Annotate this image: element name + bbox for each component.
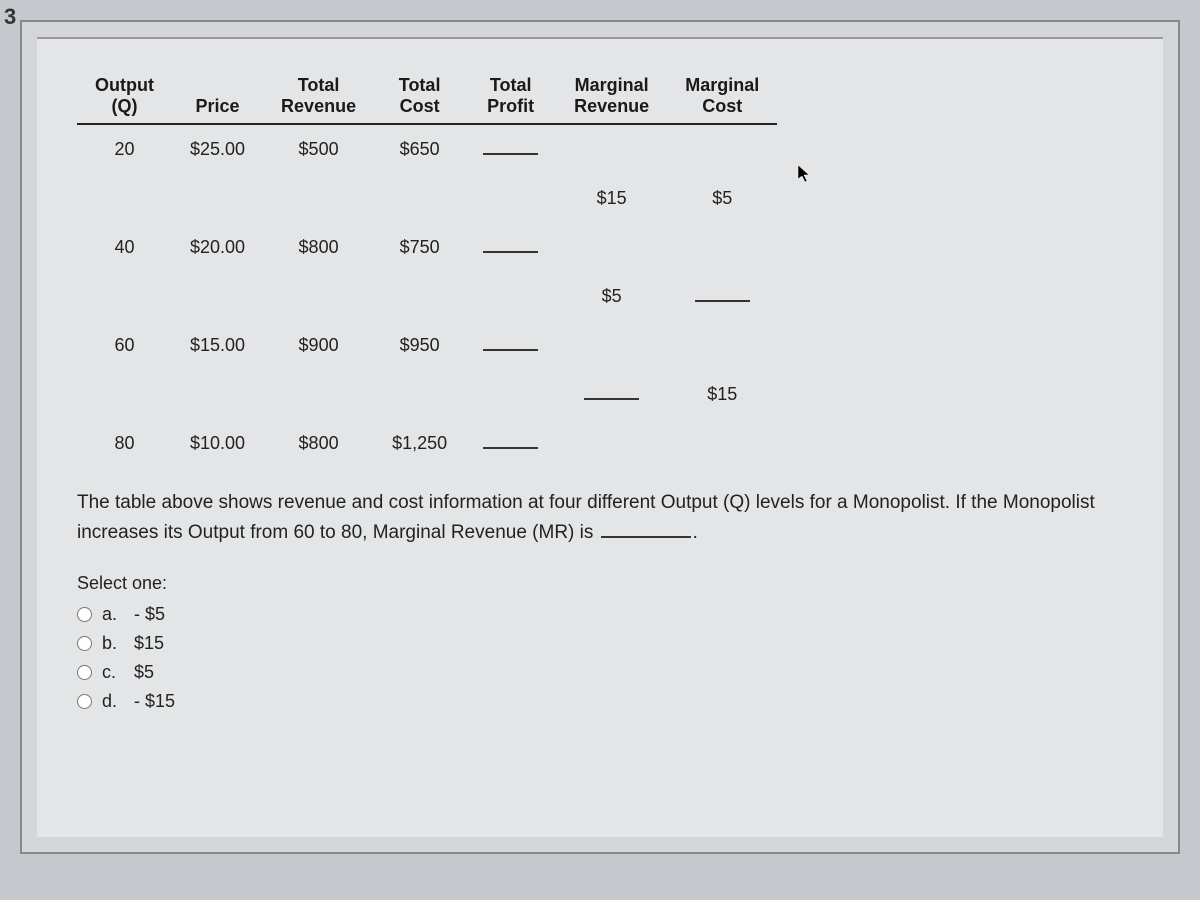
cell-tr: $800 (263, 223, 374, 272)
cell-price: $10.00 (172, 419, 263, 468)
select-one-label: Select one: (77, 573, 1123, 594)
cell-price: $20.00 (172, 223, 263, 272)
cell-q: 80 (77, 419, 172, 468)
table-row: 80 $10.00 $800 $1,250 (77, 419, 777, 468)
option-text: $15 (134, 633, 164, 654)
option-b[interactable]: b. $15 (77, 633, 1123, 654)
cell-price: $25.00 (172, 125, 263, 174)
option-d-radio[interactable] (77, 694, 92, 709)
outer-frame: 3 Output (Q) Price Total (20, 20, 1180, 854)
option-a-radio[interactable] (77, 607, 92, 622)
cell-tr: $900 (263, 321, 374, 370)
header-marginal-revenue: Marginal Revenue (556, 69, 667, 125)
table-marginal-row: $15 $5 (77, 174, 777, 223)
table-marginal-row: $15 (77, 370, 777, 419)
cell-tp-blank (465, 125, 556, 174)
option-letter: d. (102, 691, 124, 712)
header-total-profit: Total Profit (465, 69, 556, 125)
question-text: The table above shows revenue and cost i… (77, 488, 1123, 549)
economics-table: Output (Q) Price Total Revenue Total Cos… (77, 69, 777, 468)
option-b-radio[interactable] (77, 636, 92, 651)
cell-tp-blank (465, 321, 556, 370)
option-d[interactable]: d. - $15 (77, 691, 1123, 712)
question-block: Output (Q) Price Total Revenue Total Cos… (77, 69, 1123, 712)
cell-mc-blank (667, 272, 777, 321)
header-price: Price (172, 69, 263, 125)
option-text: - $15 (134, 691, 175, 712)
cell-tr: $800 (263, 419, 374, 468)
cell-mr: $5 (556, 272, 667, 321)
option-text: - $5 (134, 604, 165, 625)
cursor-icon (797, 164, 813, 190)
table-row: 40 $20.00 $800 $750 (77, 223, 777, 272)
cell-tc: $750 (374, 223, 465, 272)
header-marginal-cost: Marginal Cost (667, 69, 777, 125)
option-c[interactable]: c. $5 (77, 662, 1123, 683)
header-total-revenue: Total Revenue (263, 69, 374, 125)
cell-tr: $500 (263, 125, 374, 174)
cell-mr-blank (556, 370, 667, 419)
option-letter: b. (102, 633, 124, 654)
cell-price: $15.00 (172, 321, 263, 370)
cell-tc: $650 (374, 125, 465, 174)
option-a[interactable]: a. - $5 (77, 604, 1123, 625)
cell-tp-blank (465, 223, 556, 272)
cell-mc: $15 (667, 370, 777, 419)
answer-blank (601, 525, 691, 538)
option-text: $5 (134, 662, 154, 683)
table-row: 60 $15.00 $900 $950 (77, 321, 777, 370)
option-c-radio[interactable] (77, 665, 92, 680)
cell-tc: $1,250 (374, 419, 465, 468)
question-panel: Output (Q) Price Total Revenue Total Cos… (37, 37, 1163, 837)
cell-q: 40 (77, 223, 172, 272)
table-marginal-row: $5 (77, 272, 777, 321)
cell-q: 20 (77, 125, 172, 174)
cell-q: 60 (77, 321, 172, 370)
page-number: 3 (4, 4, 16, 30)
option-letter: a. (102, 604, 124, 625)
cell-mc: $5 (667, 174, 777, 223)
header-total-cost: Total Cost (374, 69, 465, 125)
cell-mr: $15 (556, 174, 667, 223)
header-output: Output (Q) (77, 69, 172, 125)
cell-tc: $950 (374, 321, 465, 370)
table-row: 20 $25.00 $500 $650 (77, 125, 777, 174)
table-header-row: Output (Q) Price Total Revenue Total Cos… (77, 69, 777, 125)
cell-tp-blank (465, 419, 556, 468)
options-group: a. - $5 b. $15 c. $5 d. - $15 (77, 604, 1123, 712)
option-letter: c. (102, 662, 124, 683)
